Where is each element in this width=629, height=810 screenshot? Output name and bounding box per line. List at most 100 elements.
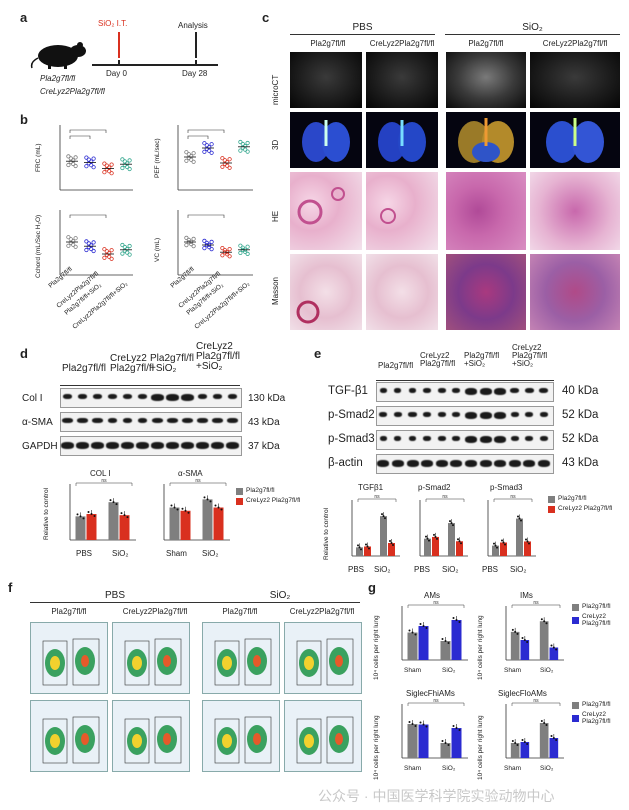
data-point bbox=[511, 628, 514, 631]
b-dot bbox=[89, 163, 94, 168]
b-dot bbox=[238, 148, 243, 153]
e-lane-1: Pla2g7fl/fl bbox=[378, 361, 414, 370]
e-protein-psmad3: p-Smad3 bbox=[328, 433, 375, 445]
flow-plot-2-0 bbox=[202, 622, 280, 694]
g-legend-item-3: Pla2g7fl/fl bbox=[582, 701, 611, 709]
c-col-header-2: CreLyz2Pla2g7fl/fl bbox=[369, 39, 435, 48]
g-title-sfhi: SiglecFhiAMs bbox=[406, 689, 455, 698]
d-lane-1: Pla2g7fl/fl bbox=[62, 363, 106, 374]
blot-band bbox=[539, 436, 549, 441]
f-sio2-rule bbox=[200, 602, 360, 603]
g-legend-item-4: CreLyz2 Pla2g7fl/fl bbox=[582, 711, 611, 725]
blot-band bbox=[107, 418, 118, 423]
data-point bbox=[411, 631, 414, 634]
blot-band bbox=[437, 412, 446, 417]
blot-band bbox=[479, 412, 492, 419]
flow-plot-1-1 bbox=[112, 700, 190, 772]
c-row-label-masson: Masson bbox=[271, 276, 280, 305]
microct-image-1 bbox=[290, 52, 362, 108]
b-dot bbox=[184, 150, 189, 155]
data-point bbox=[203, 496, 206, 499]
data-point bbox=[550, 644, 553, 647]
data-point bbox=[441, 638, 444, 640]
d-chart1-x2: SiO₂ bbox=[112, 549, 129, 558]
data-point bbox=[76, 513, 79, 516]
gate bbox=[154, 716, 182, 764]
flow-plot-0-0 bbox=[30, 622, 108, 694]
data-point bbox=[526, 743, 529, 745]
b-dot bbox=[202, 238, 207, 244]
flow-core bbox=[222, 656, 232, 670]
blot-band bbox=[523, 460, 536, 467]
c-row-label-he: HE bbox=[271, 210, 280, 222]
ns-label: ns bbox=[442, 494, 448, 500]
lung-3d-image-2 bbox=[366, 112, 438, 168]
data-point bbox=[408, 629, 411, 632]
bar-g-sflo-1-0 bbox=[539, 723, 549, 758]
b-dot bbox=[220, 164, 225, 169]
blot-band bbox=[227, 418, 238, 423]
blot-band bbox=[62, 418, 73, 423]
bar-d-asma-0-0 bbox=[169, 507, 180, 540]
e-kda-4: 43 kDa bbox=[562, 457, 599, 469]
data-point bbox=[444, 640, 447, 642]
data-point bbox=[184, 509, 187, 512]
flow-core bbox=[163, 733, 171, 745]
data-point bbox=[170, 504, 173, 507]
b-dot bbox=[184, 243, 189, 248]
bar-e-smad3-1-0 bbox=[516, 518, 523, 556]
data-point bbox=[460, 542, 462, 545]
data-point bbox=[217, 506, 220, 509]
data-point bbox=[457, 538, 459, 541]
b-dot bbox=[225, 163, 230, 168]
d-kda-col1: 130 kDa bbox=[248, 393, 286, 404]
c-col-header-3: Pla2g7fl/fl bbox=[468, 39, 504, 48]
g-c1-x1: Sham bbox=[404, 667, 421, 674]
bar-d-asma-0-1 bbox=[180, 510, 191, 540]
bar-g-sflo-0-0 bbox=[510, 743, 520, 758]
data-point bbox=[422, 723, 425, 726]
data-point bbox=[525, 538, 527, 541]
b-dot bbox=[189, 157, 194, 162]
data-point bbox=[545, 724, 548, 726]
significance-bracket bbox=[407, 702, 465, 706]
b-dot bbox=[245, 140, 250, 146]
flow-core bbox=[163, 655, 171, 667]
c-row-label-microct: microCT bbox=[271, 74, 280, 105]
data-point bbox=[411, 723, 414, 725]
blot-band bbox=[464, 412, 477, 419]
microct-image-4 bbox=[530, 52, 620, 108]
d-protein-col1: Col I bbox=[22, 393, 43, 404]
blot-band bbox=[450, 460, 463, 467]
e-legend-item-1: Pla2g7fl/fl bbox=[558, 495, 587, 503]
bar-e-smad3-0-0 bbox=[492, 545, 499, 556]
blot-band bbox=[181, 418, 194, 423]
flow-plot-1-0 bbox=[112, 622, 190, 694]
microct-image-3 bbox=[446, 52, 526, 108]
g-ylabel-3: 10⁴ cells per right lung bbox=[373, 715, 380, 780]
blot-band bbox=[394, 388, 402, 393]
e-lane-2: CreLyz2 Pla2g7fl/fl bbox=[420, 351, 456, 368]
blot-band bbox=[525, 436, 534, 441]
masson-image-2 bbox=[366, 254, 438, 330]
flow-core bbox=[253, 733, 261, 745]
blot-band bbox=[408, 388, 417, 393]
asma-bar-chart: ns bbox=[163, 478, 230, 541]
blot-band bbox=[197, 418, 208, 423]
data-point bbox=[392, 544, 394, 546]
data-point bbox=[414, 633, 417, 636]
blot-band bbox=[181, 394, 194, 401]
data-point bbox=[115, 503, 118, 506]
panel-label-a: a bbox=[20, 10, 28, 25]
flow-core bbox=[222, 734, 232, 748]
gate bbox=[296, 640, 322, 686]
blot-band bbox=[464, 388, 477, 395]
gate bbox=[124, 640, 150, 686]
blot-band bbox=[464, 460, 477, 467]
blot-band bbox=[62, 394, 73, 399]
e-chart3-title: p-Smad3 bbox=[490, 483, 523, 492]
b-dot bbox=[109, 248, 114, 253]
blot-band bbox=[166, 418, 179, 423]
b-dot bbox=[91, 240, 96, 245]
blot-band bbox=[136, 442, 149, 449]
